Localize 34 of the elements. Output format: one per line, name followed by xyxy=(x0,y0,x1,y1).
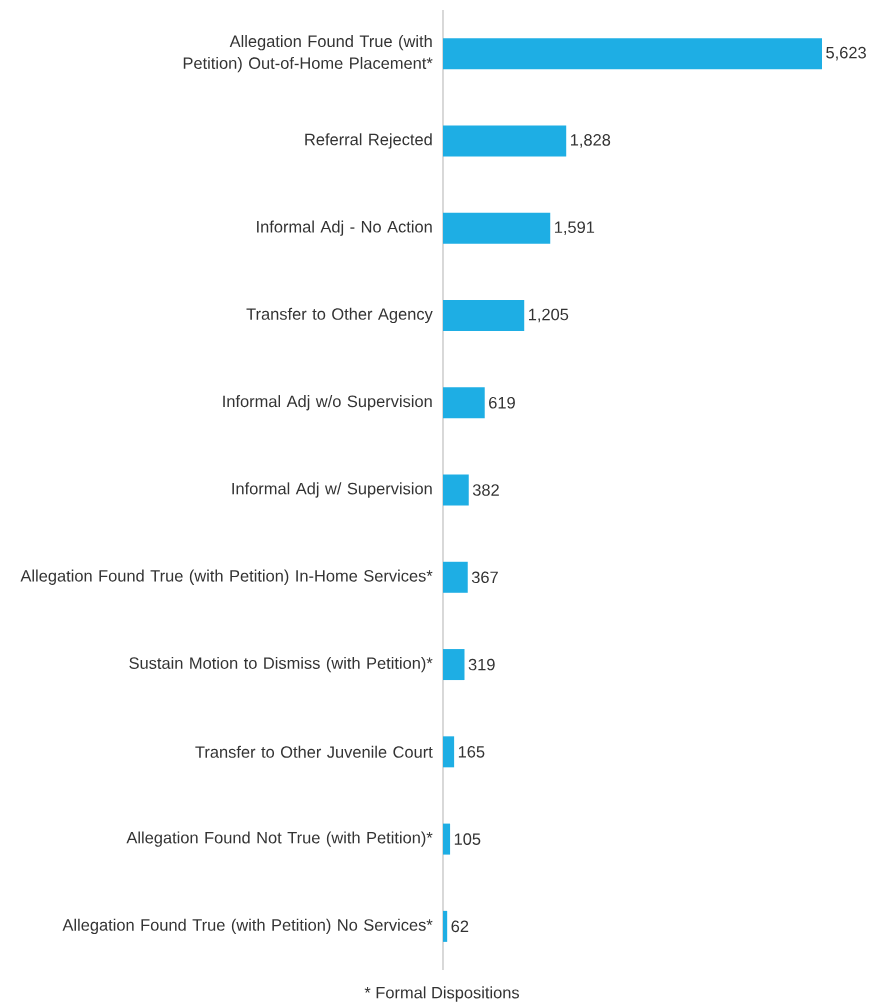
y-tick-label: Transfer to Other Agency xyxy=(246,307,433,324)
data-label: 165 xyxy=(458,746,485,758)
data-label: 382 xyxy=(472,484,499,496)
bar xyxy=(443,561,468,593)
y-tick-label: Informal Adj - No Action xyxy=(257,220,432,236)
bar xyxy=(443,649,465,681)
data-label: 105 xyxy=(454,833,481,845)
data-label: 619 xyxy=(489,396,515,409)
data-label: 319 xyxy=(468,658,495,671)
bar xyxy=(443,910,448,942)
y-tick-label: Allegation Found True (with Petition) In-Home Services* xyxy=(20,569,433,585)
text: * Formal Dispositions xyxy=(364,986,520,1002)
bar xyxy=(443,387,485,419)
bar xyxy=(443,823,451,855)
bar xyxy=(443,125,567,157)
y-tick-label: Transfer to Other Juvenile Court xyxy=(195,745,433,758)
bar xyxy=(443,212,551,244)
y-tick-label: Informal Adj w/o Supervision xyxy=(223,395,432,411)
y-tick-label: Allegation Found Not True (with Petition)* xyxy=(126,831,433,847)
y-tick-label: Allegation Found True (with Petition) Out-of-Home Placement* xyxy=(183,35,433,73)
bar xyxy=(443,474,469,506)
bar xyxy=(443,736,455,768)
data-label: 1,591 xyxy=(555,221,595,235)
y-tick-label: Informal Adj w/ Supervision xyxy=(232,482,432,498)
data-label: 1,205 xyxy=(528,308,569,323)
data-label: 1,828 xyxy=(570,134,611,148)
data-label: 5,623 xyxy=(826,46,866,61)
bar xyxy=(443,38,822,70)
y-tick-label: Allegation Found True (with Petition) No Services* xyxy=(62,918,433,935)
y-tick-label: Sustain Motion to Dismiss (with Petition)* xyxy=(129,656,433,673)
bar xyxy=(443,299,525,331)
data-label: 367 xyxy=(471,571,498,584)
y-tick-label: Referral Rejected xyxy=(305,133,432,149)
data-label: 62 xyxy=(451,920,469,933)
